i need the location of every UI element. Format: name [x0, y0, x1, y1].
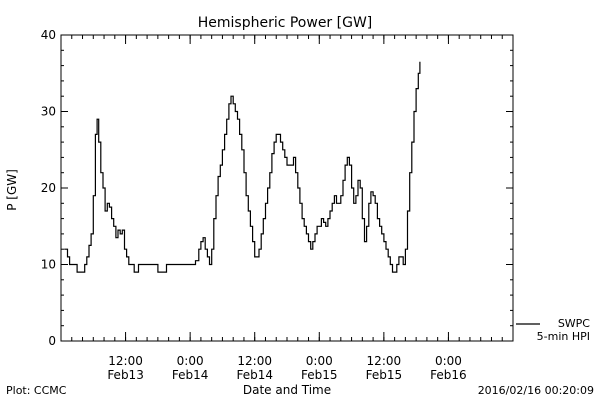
legend-label-swpc: SWPC	[558, 317, 590, 330]
chart-title: Hemispheric Power [GW]	[198, 15, 373, 31]
x-tick-date-label: Feb13	[107, 368, 144, 382]
series-layer	[64, 61, 421, 273]
x-tick-time-label: 12:00	[237, 354, 272, 368]
y-tick-label: 0	[48, 334, 56, 348]
x-tick-time-label: 0:00	[435, 354, 462, 368]
x-tick-date-label: Feb15	[301, 368, 338, 382]
x-axis-label: Date and Time	[243, 383, 331, 397]
y-tick-label: 20	[41, 181, 56, 195]
x-tick-date-label: Feb15	[366, 368, 403, 382]
y-tick-label: 40	[41, 28, 56, 42]
plot-frame	[60, 34, 514, 342]
x-tick-time-label: 0:00	[306, 354, 333, 368]
x-tick-date-label: Feb14	[236, 368, 273, 382]
x-tick-date-label: Feb16	[430, 368, 467, 382]
x-tick-time-label: 0:00	[177, 354, 204, 368]
x-tick-time-label: 12:00	[108, 354, 143, 368]
x-tick-date-label: Feb14	[172, 368, 209, 382]
y-tick-label: 10	[41, 258, 56, 272]
y-tick-label: 30	[41, 105, 56, 119]
x-tick-time-label: 12:00	[367, 354, 402, 368]
series-line	[64, 61, 421, 273]
plot-credit: Plot: CCMC	[6, 384, 67, 397]
plot-timestamp: 2016/02/16 00:20:09	[478, 384, 594, 397]
plot-axes: 01020304012:00Feb130:00Feb1412:00Feb140:…	[41, 28, 514, 382]
y-axis-label: P [GW]	[5, 169, 19, 211]
legend-label-hpi: 5-min HPI	[537, 330, 590, 343]
